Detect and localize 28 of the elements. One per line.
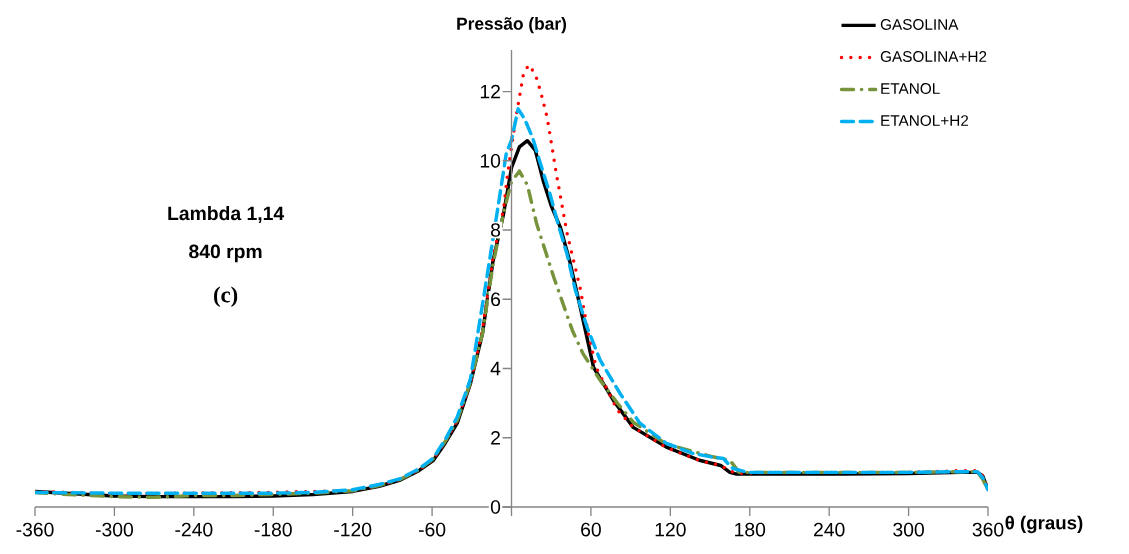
legend-label: ETANOL [881,83,940,94]
x-tick-label: -300 [95,522,133,537]
x-tick-label: -180 [254,522,292,537]
annotation: (c) [214,286,238,308]
x-tick-label: 240 [814,522,845,537]
y-tick-label: 12 [480,84,500,99]
y-tick-label: 0 [490,500,501,514]
y-tick-label: 10 [480,153,501,168]
annotation: Lambda 1,14 [168,206,285,224]
legend-label: ETANOL+H2 [881,115,969,127]
annotation: 840 rpm [189,244,262,263]
y-tick-label: 4 [490,361,501,376]
x-tick-label: 120 [655,522,686,537]
legend-label: GASOLINA [880,19,959,30]
y-axis-title: Pressão (bar) [457,17,567,34]
y-tick-label: 8 [490,223,501,237]
x-axis-title: θ (graus) [1005,515,1083,534]
x-tick-label: 180 [735,522,766,537]
y-tick-label: 6 [491,292,501,307]
x-tick-label: 360 [972,522,1004,537]
legend-label: GASOLINA+H2 [880,51,987,62]
x-tick-label: -120 [334,522,372,537]
x-tick-label: 300 [893,522,924,537]
y-tick-label: 2 [491,431,500,445]
x-tick-label: -360 [16,522,54,537]
x-tick-label: -60 [418,522,446,537]
x-tick-label: 60 [581,522,601,537]
x-tick-label: -240 [175,522,213,537]
